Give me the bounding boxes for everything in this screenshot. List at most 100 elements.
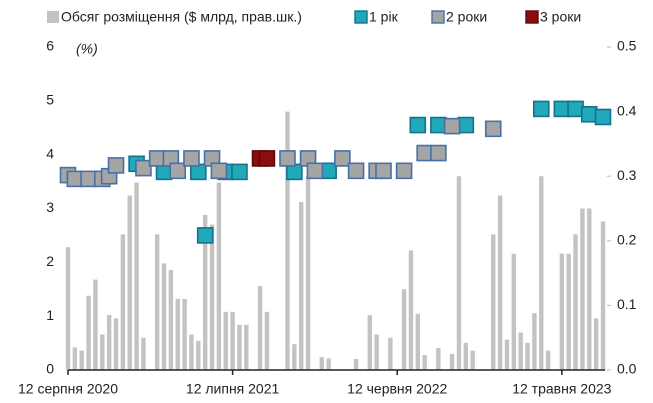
bar <box>573 234 578 370</box>
bar <box>593 318 599 370</box>
bar <box>518 332 523 370</box>
point <box>279 150 296 167</box>
bar <box>106 315 112 370</box>
legend-label: 1 рік <box>369 9 399 25</box>
point <box>580 105 598 123</box>
bar <box>161 263 167 370</box>
bar <box>319 357 324 370</box>
bar <box>422 355 427 370</box>
bar <box>305 176 311 370</box>
point <box>258 150 276 167</box>
y-tick-label: 2 <box>46 253 54 269</box>
bar <box>134 182 139 370</box>
legend-swatch <box>525 10 539 24</box>
y-tick-label: 5 <box>46 92 54 108</box>
bar <box>388 337 393 370</box>
bar <box>257 286 263 370</box>
axis-annotation: (%) <box>76 41 98 57</box>
bar <box>436 348 441 370</box>
y-tick-label: 3 <box>46 199 54 215</box>
point <box>148 150 166 167</box>
bar <box>244 324 249 370</box>
point <box>80 170 97 188</box>
point <box>430 144 447 162</box>
bar <box>497 195 503 370</box>
bar <box>223 311 228 370</box>
point <box>375 162 392 180</box>
legend-swatch <box>47 11 59 23</box>
point <box>196 227 214 244</box>
bar <box>504 339 510 370</box>
bar <box>401 289 407 370</box>
bar <box>237 324 242 370</box>
legend-swatch <box>431 10 445 24</box>
bar <box>580 208 585 370</box>
bar <box>491 234 496 370</box>
bar <box>127 195 132 370</box>
point <box>484 120 502 138</box>
point <box>443 117 461 135</box>
y2-tick-label: 0.1 <box>617 296 637 312</box>
bar <box>299 202 304 370</box>
bar <box>86 295 91 370</box>
bar <box>600 221 606 370</box>
legend-swatch <box>354 10 368 24</box>
y-tick-label: 4 <box>46 145 54 161</box>
x-tick-label: 12 серпня 2020 <box>18 381 118 397</box>
bar <box>264 311 270 370</box>
point <box>457 116 475 134</box>
bar <box>559 253 565 370</box>
point <box>306 162 324 180</box>
bar <box>202 214 208 370</box>
point <box>347 162 365 180</box>
bar <box>292 344 297 370</box>
x-tick-label: 12 травня 2023 <box>512 381 611 397</box>
y-tick-label: 0 <box>46 361 54 377</box>
point <box>231 163 248 181</box>
y2-tick-label: 0.3 <box>617 167 637 183</box>
bar <box>587 208 592 370</box>
bar <box>408 250 414 370</box>
bar <box>100 334 105 370</box>
point <box>169 162 187 180</box>
bar <box>230 311 235 370</box>
bar <box>113 318 119 370</box>
bar <box>216 182 222 370</box>
point <box>430 116 447 134</box>
bar <box>326 358 331 370</box>
bar <box>182 298 187 370</box>
bar <box>285 111 290 370</box>
bar <box>374 334 379 370</box>
bar <box>367 315 372 370</box>
bar <box>539 176 544 370</box>
bar <box>353 359 359 370</box>
y2-tick-label: 0.5 <box>617 38 637 54</box>
bar <box>511 253 517 370</box>
bar <box>196 340 201 370</box>
point <box>594 108 612 126</box>
bar <box>175 298 180 370</box>
point <box>334 150 351 167</box>
point <box>567 100 584 118</box>
legend-label: 3 роки <box>540 9 581 25</box>
bar <box>525 342 530 370</box>
point <box>210 162 228 180</box>
bar <box>209 224 215 370</box>
legend-label: 2 роки <box>446 9 487 25</box>
point <box>553 100 571 118</box>
legend-label: Обсяг розміщення ($ млрд, прав.шк.) <box>61 9 302 25</box>
bar <box>65 247 71 370</box>
point <box>135 159 152 177</box>
bar <box>532 313 537 370</box>
bar <box>72 347 78 370</box>
bar <box>415 313 421 370</box>
bar <box>168 269 174 370</box>
point <box>409 116 427 134</box>
point <box>532 100 550 118</box>
bar <box>456 176 462 370</box>
bar <box>463 342 469 370</box>
y2-tick-label: 0.4 <box>617 102 637 118</box>
bar <box>120 234 126 370</box>
point <box>395 162 413 180</box>
